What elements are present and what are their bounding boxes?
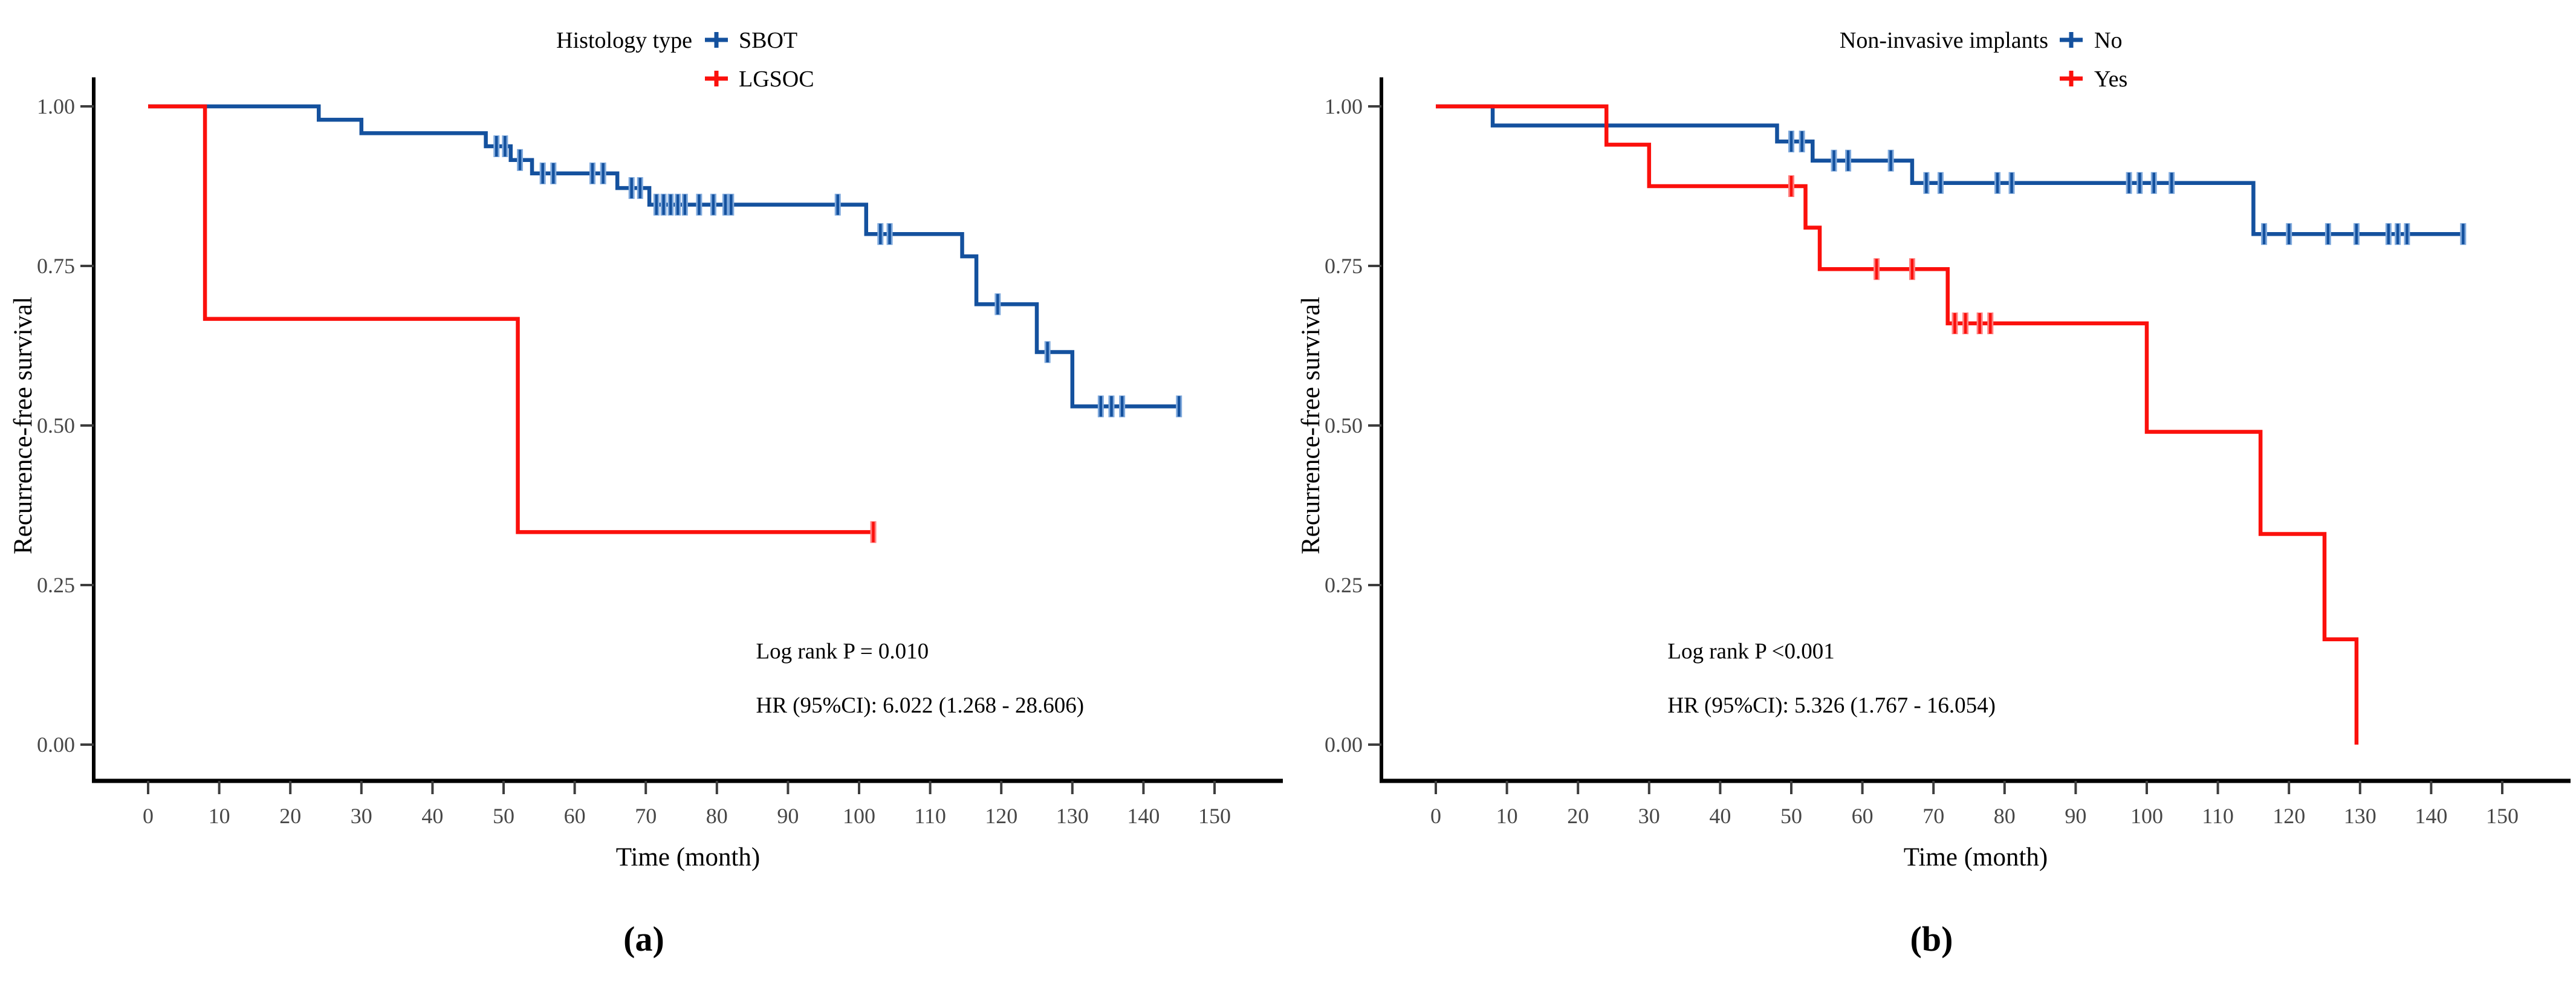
x-tick-label: 0 (1430, 804, 1441, 828)
y-tick-label: 1.00 (1325, 94, 1363, 118)
x-tick-label: 70 (1922, 804, 1944, 828)
x-tick-label: 50 (493, 804, 514, 828)
legend-title: Non-invasive implants (1840, 28, 2048, 53)
x-tick-label: 10 (1496, 804, 1518, 828)
panel-a-label: (a) (623, 919, 664, 959)
x-axis-title: Time (month) (1904, 843, 2048, 872)
y-tick-label: 0.25 (37, 573, 75, 597)
x-tick-label: 100 (2130, 804, 2163, 828)
x-tick-label: 30 (351, 804, 372, 828)
x-tick-label: 50 (1780, 804, 1802, 828)
x-tick-label: 140 (2415, 804, 2447, 828)
x-tick-label: 60 (1852, 804, 1874, 828)
x-tick-label: 70 (635, 804, 657, 828)
x-tick-label: 60 (564, 804, 586, 828)
panel-b: 0 10 20 30 40 50 60 70 80 90 100 110 120 130 140 150 0.0… (1288, 0, 2575, 990)
x-tick-label: 100 (843, 804, 875, 828)
x-tick-label: 90 (777, 804, 799, 828)
y-tick-label: 0.50 (37, 413, 75, 438)
survival-curve-sbot (148, 104, 1179, 409)
y-tick-label: 0.00 (1325, 733, 1363, 757)
x-axis-title: Time (month) (616, 843, 761, 872)
x-tick-label: 0 (143, 804, 154, 828)
stats-annotation-line: HR (95%CI): 6.022 (1.268 - 28.606) (756, 693, 1084, 718)
y-tick-label: 0.75 (37, 254, 75, 278)
x-tick-label: 40 (1709, 804, 1731, 828)
x-tick-label: 20 (1567, 804, 1589, 828)
x-tick-label: 130 (2344, 804, 2376, 828)
stats-annotation-line: Log rank P <0.001 (1667, 639, 1834, 664)
x-tick-label: 20 (279, 804, 301, 828)
x-tick-label: 90 (2065, 804, 2086, 828)
x-tick-label: 150 (2486, 804, 2519, 828)
x-tick-label: 120 (985, 804, 1017, 828)
x-tick-label: 140 (1127, 804, 1160, 828)
legend-label-no: No (2094, 28, 2122, 53)
y-axis-title: Recurrence-free survival (1297, 297, 1325, 554)
x-tick-label: 80 (706, 804, 728, 828)
x-tick-label: 120 (2273, 804, 2305, 828)
x-tick-label: 80 (1994, 804, 2016, 828)
y-axis-title: Recurrence-free survival (9, 297, 37, 554)
x-tick-label: 130 (1056, 804, 1089, 828)
panel-a: 0 10 20 30 40 50 60 70 80 90 100 110 120 130 140 150 0.0… (9, 28, 1283, 959)
x-tick-label: 110 (2202, 804, 2234, 828)
legend-label-lgsoc: LGSOC (739, 66, 814, 92)
x-tick-label: 10 (209, 804, 230, 828)
legend-title: Histology type (556, 28, 692, 53)
x-tick-label: 30 (1638, 804, 1660, 828)
km-plot-b: 0 10 20 30 40 50 60 70 80 90 100 110 120 130 140 150 0.0… (1297, 28, 2571, 872)
survival-curve-lgsoc (148, 104, 874, 534)
y-tick-label: 0.75 (1325, 254, 1363, 278)
survival-curve-yes (1436, 104, 2359, 745)
stats-annotation-line: HR (95%CI): 5.326 (1.767 - 16.054) (1667, 693, 1996, 718)
x-tick-label: 40 (421, 804, 443, 828)
stats-annotation-line: Log rank P = 0.010 (756, 639, 929, 664)
legend-label-sbot: SBOT (739, 28, 797, 53)
y-tick-label: 0.50 (1325, 413, 1363, 438)
km-plot-a: 0 10 20 30 40 50 60 70 80 90 100 110 120 130 140 150 0.0… (9, 28, 1283, 872)
y-tick-label: 1.00 (37, 94, 75, 118)
survival-curve-no (1436, 104, 2464, 236)
legend-label-yes: Yes (2094, 66, 2127, 92)
y-tick-label: 0.25 (1325, 573, 1363, 597)
x-tick-label: 150 (1198, 804, 1231, 828)
y-tick-label: 0.00 (37, 733, 75, 757)
panel-b-label: (b) (1910, 919, 1953, 959)
x-tick-label: 110 (914, 804, 946, 828)
